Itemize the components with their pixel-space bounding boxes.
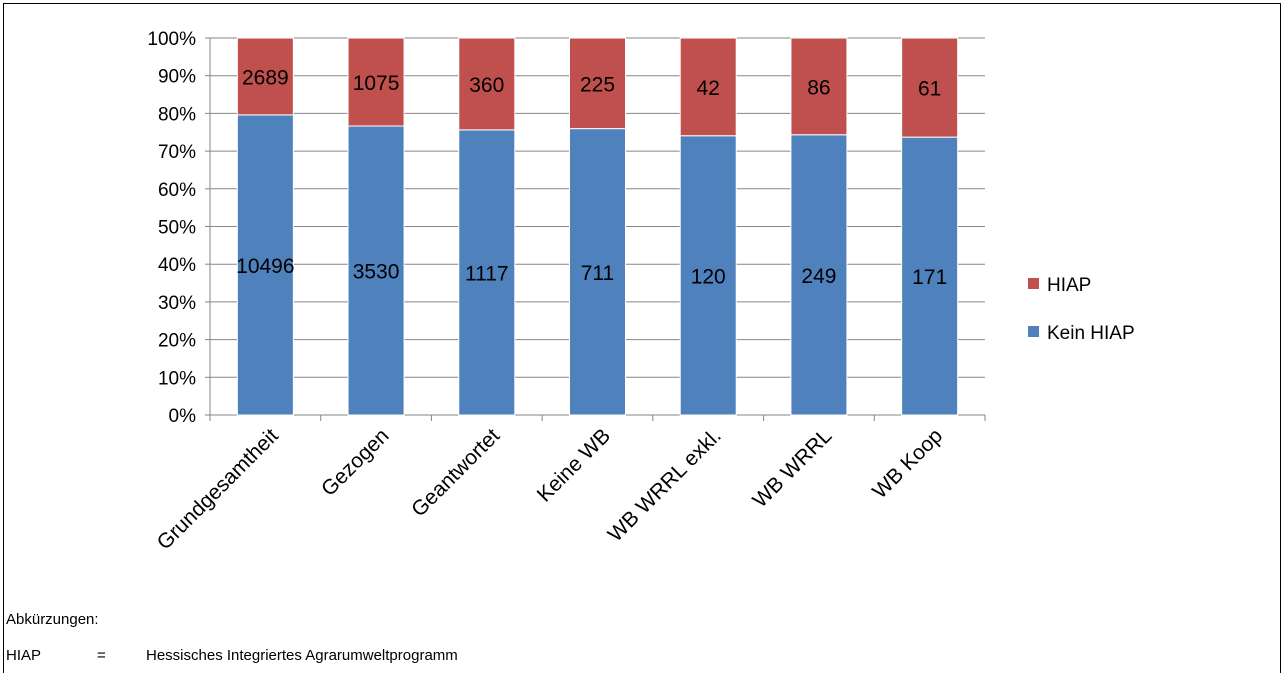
bar-kein-hiap [569, 128, 626, 416]
data-label-hiap: 42 [697, 77, 720, 100]
bar-hiap [458, 37, 516, 131]
legend-label: Kein HIAP [1047, 323, 1135, 344]
x-category-label: Gezogen [317, 424, 394, 501]
data-label-hiap: 61 [918, 78, 941, 101]
data-label-kein-hiap: 711 [581, 262, 614, 285]
data-label-hiap: 1075 [353, 72, 400, 95]
bar-hiap [236, 37, 294, 116]
bar-kein-hiap [790, 134, 848, 416]
bar-kein-hiap [901, 136, 959, 416]
x-category-label: WB Koop [868, 424, 947, 503]
legend-label: HIAP [1047, 275, 1091, 296]
data-label-kein-hiap: 249 [801, 265, 836, 288]
x-category-label: WB WRRL exkl. [604, 424, 726, 546]
data-label-hiap: 225 [580, 73, 615, 96]
legend-swatch [1028, 278, 1039, 289]
bar-kein-hiap [679, 135, 737, 416]
y-tick-label: 30% [158, 293, 196, 314]
abbreviation-equals: = [97, 647, 106, 664]
data-label-kein-hiap: 10496 [236, 255, 294, 278]
bar-kein-hiap [458, 129, 516, 416]
abbreviation-definition: Hessisches Integriertes Agrarumweltprogr… [146, 647, 458, 664]
data-label-hiap: 86 [807, 76, 830, 99]
x-category-label: WB WRRL [748, 424, 836, 512]
data-label-kein-hiap: 3530 [353, 261, 400, 284]
bar-hiap [347, 37, 405, 127]
data-label-kein-hiap: 171 [912, 266, 947, 289]
bar-hiap [790, 37, 848, 136]
bar-kein-hiap [236, 114, 294, 416]
y-tick-label: 70% [158, 142, 196, 163]
bar-kein-hiap [347, 125, 405, 416]
data-label-kein-hiap: 1117 [465, 262, 509, 285]
y-tick-label: 100% [147, 29, 196, 50]
data-label-hiap: 360 [469, 74, 504, 97]
legend-swatch [1028, 326, 1039, 337]
bar-hiap [569, 37, 626, 130]
abbreviation-term: HIAP [6, 647, 42, 664]
y-tick-label: 0% [169, 406, 197, 427]
x-category-label: Keine WB [533, 424, 615, 506]
figure-frame [3, 3, 1281, 673]
y-tick-label: 10% [158, 368, 196, 389]
stacked-bar-chart: 0% 10% 20% 30% 40% 50% 60% 70% 80% 90% 100% 10496 26… [147, 29, 1135, 554]
y-tick-label: 80% [158, 104, 196, 125]
y-tick-label: 40% [158, 255, 196, 276]
data-label-kein-hiap: 120 [691, 265, 726, 288]
y-tick-label: 50% [158, 218, 196, 239]
bar-hiap [901, 37, 959, 138]
x-category-label: Geantwortet [407, 424, 504, 521]
y-tick-label: 90% [158, 67, 196, 88]
y-tick-label: 20% [158, 331, 196, 352]
y-tick-label: 60% [158, 180, 196, 201]
bar-hiap [679, 37, 737, 137]
x-category-label: Grundgesamtheit [153, 424, 283, 554]
data-label-hiap: 2689 [242, 66, 289, 89]
abbreviations-heading: Abkürzungen: [6, 611, 99, 628]
